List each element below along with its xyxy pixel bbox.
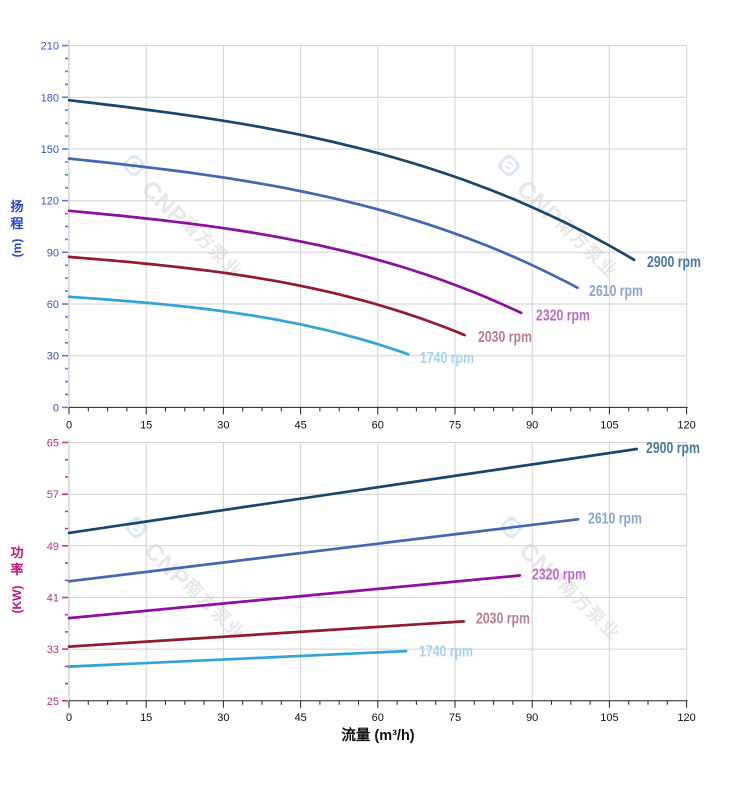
svg-text:120: 120: [677, 420, 695, 432]
svg-text:57: 57: [47, 489, 59, 501]
svg-text:90: 90: [526, 712, 538, 724]
svg-text:90: 90: [526, 420, 538, 432]
svg-text:30: 30: [47, 351, 59, 363]
svg-text:2320 rpm: 2320 rpm: [536, 308, 590, 325]
svg-text:75: 75: [449, 420, 461, 432]
svg-text:60: 60: [47, 299, 59, 311]
svg-text:(KW): (KW): [10, 586, 24, 614]
svg-text:33: 33: [47, 644, 59, 656]
svg-text:41: 41: [47, 593, 59, 605]
svg-text:1740 rpm: 1740 rpm: [420, 350, 474, 367]
svg-text:30: 30: [217, 420, 229, 432]
svg-text:150: 150: [41, 144, 59, 156]
svg-text:49: 49: [47, 541, 59, 553]
svg-text:2030 rpm: 2030 rpm: [476, 611, 530, 628]
svg-text:75: 75: [449, 712, 461, 724]
svg-text:流量 (m³/h): 流量 (m³/h): [341, 726, 414, 744]
svg-text:25: 25: [47, 696, 59, 708]
svg-text:120: 120: [677, 712, 695, 724]
svg-text:180: 180: [41, 92, 59, 104]
svg-text:15: 15: [140, 420, 152, 432]
svg-text:功: 功: [10, 545, 23, 560]
svg-text:程: 程: [10, 216, 23, 231]
svg-text:率: 率: [10, 562, 23, 577]
svg-text:120: 120: [41, 196, 59, 208]
svg-text:2610 rpm: 2610 rpm: [588, 511, 642, 528]
svg-text:60: 60: [372, 712, 384, 724]
svg-text:45: 45: [294, 420, 306, 432]
svg-text:2610 rpm: 2610 rpm: [589, 283, 643, 300]
svg-text:90: 90: [47, 247, 59, 259]
svg-text:1740 rpm: 1740 rpm: [419, 644, 473, 661]
svg-text:65: 65: [47, 438, 59, 450]
svg-text:扬: 扬: [10, 199, 23, 214]
svg-text:0: 0: [66, 420, 72, 432]
svg-text:0: 0: [53, 402, 59, 414]
svg-text:60: 60: [372, 420, 384, 432]
svg-text:0: 0: [66, 712, 72, 724]
svg-text:45: 45: [294, 712, 306, 724]
svg-text:15: 15: [140, 712, 152, 724]
svg-text:2900 rpm: 2900 rpm: [647, 254, 701, 271]
svg-text:2900 rpm: 2900 rpm: [646, 440, 700, 457]
svg-text:105: 105: [600, 712, 618, 724]
svg-text:105: 105: [600, 420, 618, 432]
svg-text:2320 rpm: 2320 rpm: [532, 567, 586, 584]
svg-text:210: 210: [41, 41, 59, 53]
svg-text:30: 30: [217, 712, 229, 724]
svg-text:2030 rpm: 2030 rpm: [478, 329, 532, 346]
svg-text:(m): (m): [10, 239, 24, 258]
